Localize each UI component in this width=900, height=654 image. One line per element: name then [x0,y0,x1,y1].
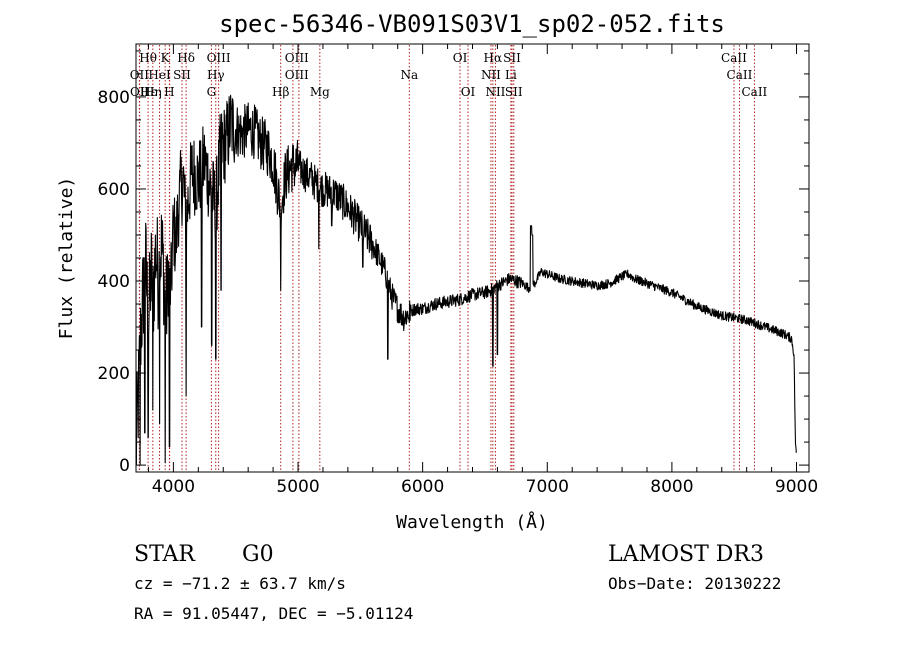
y-tick-label: 800 [98,88,130,108]
line-label-li: Li [505,68,517,82]
line-label-hθ: Hθ [139,51,157,65]
line-label-caii: CaII [741,85,767,99]
line-label-oi: OI [461,85,476,99]
spectrum-line [135,94,797,466]
x-tick-label: 4000 [152,477,195,497]
line-label-sii: SII [505,85,523,99]
y-tick-label: 400 [98,272,130,292]
line-label-h: H [164,85,174,99]
obs-date: Obs−Date: 20130222 [608,574,781,593]
line-label-oiii: OIII [207,51,231,65]
line-label-hε: Hε [140,85,157,99]
line-label-hβ: Hβ [272,85,289,99]
line-label-caii: CaII [727,68,753,82]
y-tick-label: 600 [98,180,130,200]
line-label-sii: SII [173,68,191,82]
line-label-na: Na [400,68,418,82]
line-label-hγ: Hγ [207,68,225,82]
object-class: STAR [134,542,196,567]
x-tick-label: 9000 [775,477,818,497]
line-label-oii: OII [130,68,150,82]
spectrum-series [135,94,797,466]
line-label-oi: OI [453,51,468,65]
line-label-g: G [207,85,217,99]
line-label-hei: HeI [148,68,171,82]
redshift-text: cz = −71.2 ± 63.7 km/s [134,574,346,593]
x-axis-label: Wavelength (Å) [396,511,548,533]
line-label-hη: Hη [144,85,162,99]
line-label-oiii: OIII [285,68,309,82]
axis-ticks: 4000 5000 6000 7000 8000 9000 0 200 400 600 800 [98,44,818,497]
x-tick-label: 8000 [650,477,693,497]
line-label-mg: Mg [310,85,330,99]
line-label-oii: OII [130,85,150,99]
survey-name: LAMOST DR3 [608,542,764,567]
line-label-oiii: OIII [285,51,309,65]
y-axis-label: Flux (relative) [56,177,77,340]
line-label-hδ: Hδ [177,51,195,65]
y-tick-label: 200 [98,364,130,384]
line-label-sii: SII [503,51,521,65]
line-label-nii: NII [485,85,505,99]
line-label-k: K [161,51,171,65]
line-label-hα: Hα [484,51,503,65]
y-tick-label: 0 [119,456,130,476]
subclass: G0 [242,542,274,567]
line-label-nii: NII [481,68,501,82]
chart-title: spec-56346-VB091S03V1_sp02-052.fits [219,10,725,38]
x-tick-label: 7000 [526,477,569,497]
line-label-caii: CaII [721,51,747,65]
coordinates: RA = 91.05447, DEC = −5.01124 [134,604,413,623]
x-tick-label: 6000 [401,477,444,497]
x-tick-label: 5000 [276,477,319,497]
